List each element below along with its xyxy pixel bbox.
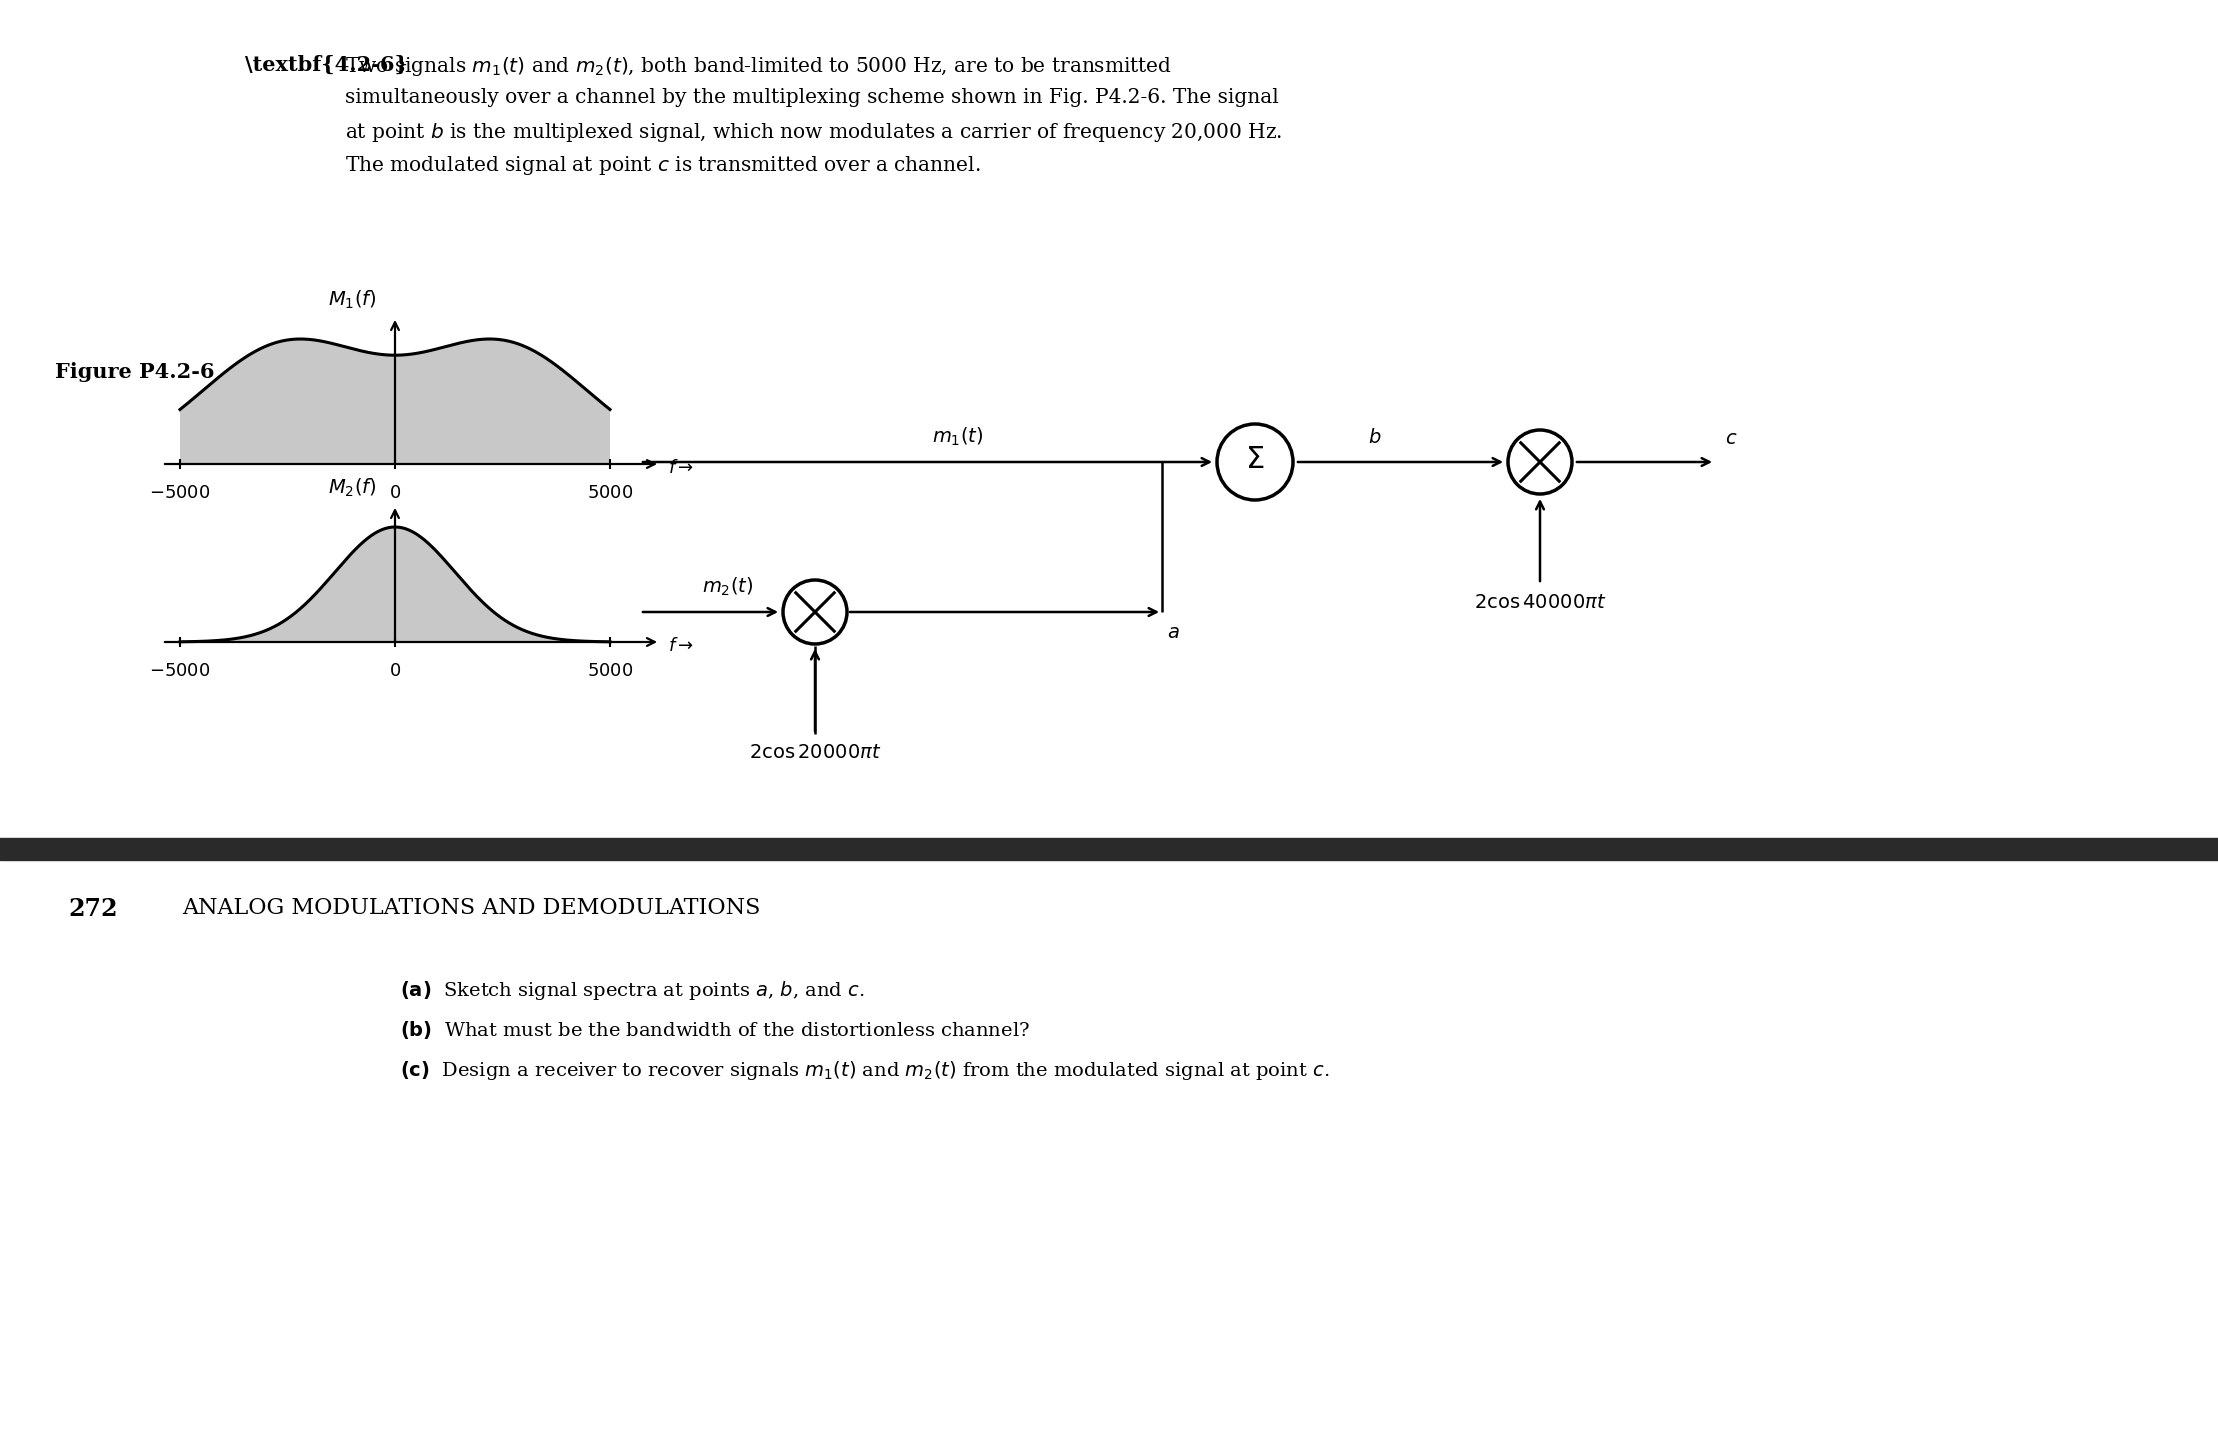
Text: $m_2(t)$: $m_2(t)$ bbox=[701, 576, 754, 598]
Text: $5000$: $5000$ bbox=[588, 483, 632, 502]
Text: \textbf{4.2-6}: \textbf{4.2-6} bbox=[244, 55, 408, 75]
Text: $2\cos 40000\pi t$: $2\cos 40000\pi t$ bbox=[1473, 595, 1606, 612]
Text: $\mathbf{(b)}$  What must be the bandwidth of the distortionless channel?: $\mathbf{(b)}$ What must be the bandwidt… bbox=[399, 1019, 1029, 1040]
Text: $b$: $b$ bbox=[1369, 428, 1382, 447]
Text: 272: 272 bbox=[69, 897, 118, 920]
Polygon shape bbox=[180, 527, 610, 642]
Text: $f \rightarrow$: $f \rightarrow$ bbox=[668, 459, 694, 478]
Text: $f \rightarrow$: $f \rightarrow$ bbox=[668, 637, 694, 655]
Text: $\mathbf{(a)}$  Sketch signal spectra at points $a$, $b$, and $c$.: $\mathbf{(a)}$ Sketch signal spectra at … bbox=[399, 980, 865, 1001]
Text: $0$: $0$ bbox=[388, 661, 401, 680]
Text: $5000$: $5000$ bbox=[588, 661, 632, 680]
Text: Figure P4.2-6: Figure P4.2-6 bbox=[55, 362, 215, 382]
Text: at point $b$ is the multiplexed signal, which now modulates a carrier of frequen: at point $b$ is the multiplexed signal, … bbox=[346, 122, 1282, 145]
Text: $\Sigma$: $\Sigma$ bbox=[1244, 444, 1264, 476]
Text: The modulated signal at point $c$ is transmitted over a channel.: The modulated signal at point $c$ is tra… bbox=[346, 153, 980, 177]
Text: $-5000$: $-5000$ bbox=[149, 483, 211, 502]
Polygon shape bbox=[180, 339, 610, 464]
Text: $\mathbf{(c)}$  Design a receiver to recover signals $m_1(t)$ and $m_2(t)$ from : $\mathbf{(c)}$ Design a receiver to reco… bbox=[399, 1059, 1329, 1082]
Text: simultaneously over a channel by the multiplexing scheme shown in Fig. P4.2-6. T: simultaneously over a channel by the mul… bbox=[346, 88, 1280, 107]
Text: $2\cos 20000\pi t$: $2\cos 20000\pi t$ bbox=[750, 744, 881, 763]
Text: Two signals $m_1(t)$ and $m_2(t)$, both band-limited to 5000 Hz, are to be trans: Two signals $m_1(t)$ and $m_2(t)$, both … bbox=[346, 55, 1171, 78]
Text: $c$: $c$ bbox=[1726, 430, 1737, 449]
Text: $M_1(f)$: $M_1(f)$ bbox=[328, 289, 377, 311]
Text: $M_2(f)$: $M_2(f)$ bbox=[328, 476, 377, 499]
Text: $-5000$: $-5000$ bbox=[149, 661, 211, 680]
Text: $m_1(t)$: $m_1(t)$ bbox=[932, 425, 983, 449]
Text: $0$: $0$ bbox=[388, 483, 401, 502]
Text: $a$: $a$ bbox=[1167, 624, 1180, 642]
Text: ANALOG MODULATIONS AND DEMODULATIONS: ANALOG MODULATIONS AND DEMODULATIONS bbox=[182, 897, 761, 919]
